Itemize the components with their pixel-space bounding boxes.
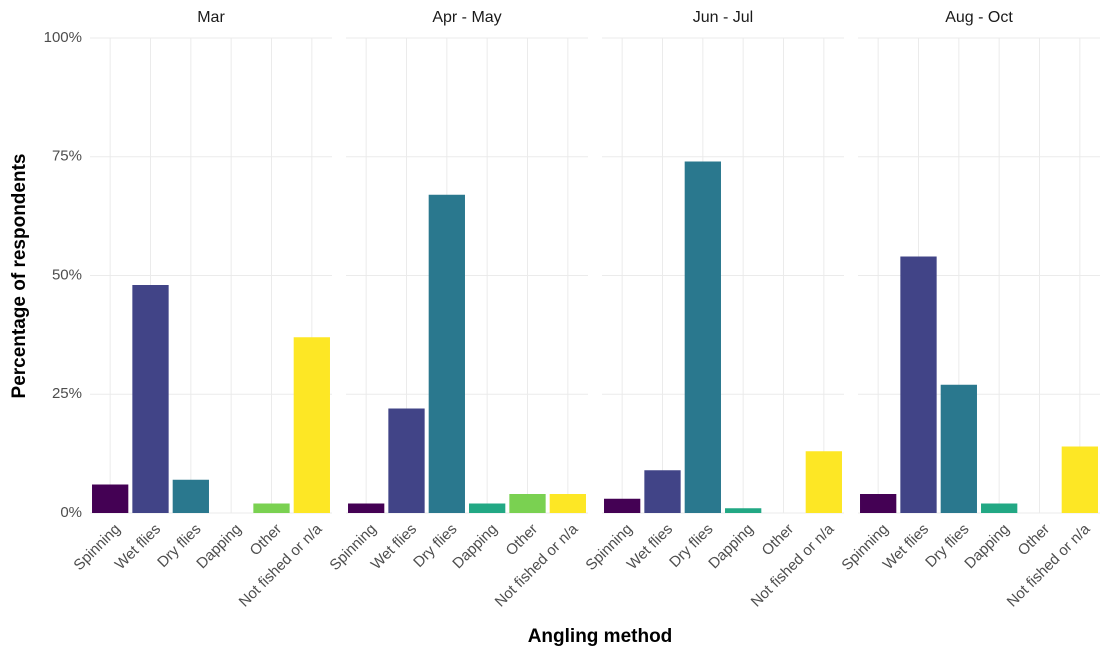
facet-title: Mar [197, 9, 225, 26]
bar [253, 503, 290, 513]
bar [92, 484, 129, 513]
x-tick-label: Dapping [193, 521, 245, 573]
bar [981, 503, 1018, 513]
x-tick-label: Dapping [705, 521, 757, 573]
bar [348, 503, 385, 513]
bar [1061, 446, 1098, 513]
y-tick-label: 50% [52, 266, 82, 283]
bar [644, 470, 681, 513]
y-tick-label: 0% [60, 504, 82, 521]
bar [604, 498, 641, 513]
bar [509, 494, 546, 513]
facet-title: Jun - Jul [693, 9, 753, 26]
bar [549, 494, 586, 513]
facet-title: Apr - May [432, 9, 501, 26]
y-tick-label: 75% [52, 148, 82, 165]
y-axis-title: Percentage of respondents [9, 154, 30, 399]
x-tick-label: Dapping [449, 521, 501, 573]
bar [940, 384, 977, 513]
facet-title: Aug - Oct [945, 9, 1013, 26]
bar [469, 503, 506, 513]
bar [388, 408, 425, 513]
y-tick-label: 25% [52, 385, 82, 402]
bar [900, 256, 937, 513]
bar [293, 337, 330, 513]
bar [805, 451, 842, 513]
y-tick-label: 100% [44, 29, 82, 46]
bar [172, 479, 209, 513]
bar [428, 194, 465, 513]
bar [132, 285, 169, 513]
x-tick-label: Dapping [961, 521, 1013, 573]
x-axis-title: Angling method [528, 626, 673, 647]
bar [860, 494, 897, 513]
bar [725, 508, 762, 513]
bar [684, 161, 721, 513]
